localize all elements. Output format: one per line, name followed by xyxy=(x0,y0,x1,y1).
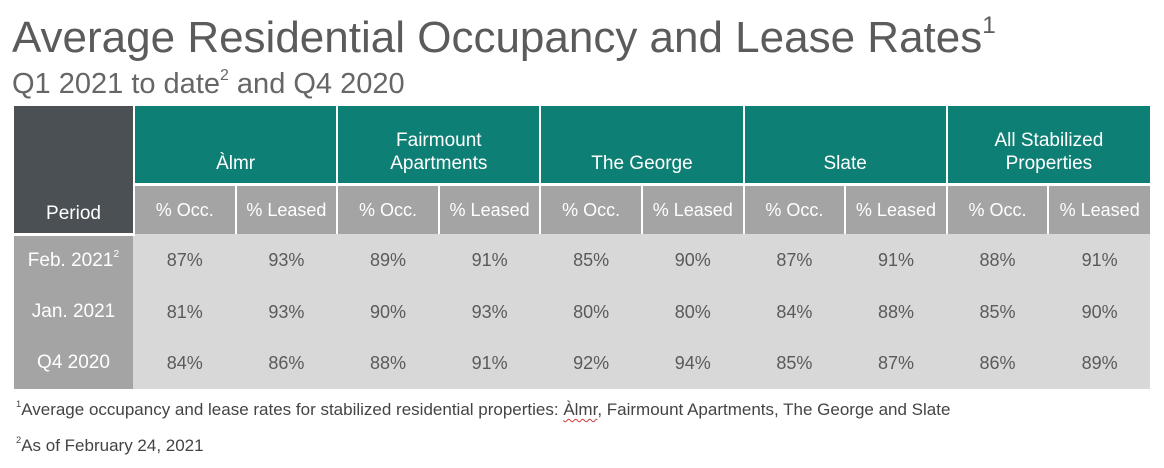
value-cell: 91% xyxy=(1047,234,1150,287)
value-cell: 90% xyxy=(336,286,439,338)
value-cell: 94% xyxy=(640,337,744,389)
property-header-all-stabilized: All Stabilized Properties xyxy=(945,106,1150,185)
all-stabilized-name: All Stabilized Properties xyxy=(994,130,1104,174)
value-cell: 88% xyxy=(336,337,439,389)
footnote-2: 2As of February 24, 2021 xyxy=(16,434,204,456)
value-cell: 88% xyxy=(945,234,1049,287)
property-header-fairmount: Fairmount Apartments xyxy=(336,106,541,185)
value-cell: 89% xyxy=(336,234,439,287)
value-cell: 93% xyxy=(234,234,338,287)
value-cell: 93% xyxy=(437,286,541,338)
value-cell: 86% xyxy=(234,337,338,389)
value-cell: 85% xyxy=(742,337,846,389)
value-cell: 89% xyxy=(1047,337,1150,389)
occ-header: % Occ. xyxy=(945,183,1049,234)
occ-header: % Occ. xyxy=(133,183,236,234)
value-cell: 86% xyxy=(945,337,1049,389)
value-cell: 85% xyxy=(945,286,1049,338)
metric-header-row: % Occ. % Leased % Occ. % Leased % Occ. %… xyxy=(14,183,1150,234)
subtitle-post: and Q4 2020 xyxy=(228,68,405,100)
occupancy-table: Period Àlmr Fairmount Apartments The Geo… xyxy=(14,106,1150,389)
period-cell: Jan. 2021 xyxy=(14,286,134,338)
footnote-1-almr: Àlmr xyxy=(563,400,598,419)
subtitle-footnote-marker: 2 xyxy=(220,66,229,84)
title-footnote-marker: 1 xyxy=(982,11,996,39)
value-cell: 91% xyxy=(844,234,947,287)
period-cell: Q4 2020 xyxy=(14,337,134,389)
value-cell: 80% xyxy=(539,286,642,338)
property-header-slate: Slate xyxy=(742,106,947,185)
property-header-the-george: The George xyxy=(539,106,744,185)
leased-header: % Leased xyxy=(234,183,338,234)
occ-header: % Occ. xyxy=(742,183,846,234)
leased-header: % Leased xyxy=(640,183,744,234)
value-cell: 85% xyxy=(539,234,642,287)
value-cell: 80% xyxy=(640,286,744,338)
value-cell: 87% xyxy=(742,234,846,287)
table-row: Q4 2020 84% 86% 88% 91% 92% 94% 85% 87% … xyxy=(14,337,1150,389)
table-row: Feb. 20212 87% 93% 89% 91% 85% 90% 87% 9… xyxy=(14,234,1150,287)
footnote-1-post: , Fairmount Apartments, The George and S… xyxy=(597,400,951,419)
footnote-2-marker: 2 xyxy=(16,434,22,445)
title-text: Average Residential Occupancy and Lease … xyxy=(12,13,983,62)
period-header: Period xyxy=(14,106,134,236)
occ-header: % Occ. xyxy=(539,183,642,234)
value-cell: 84% xyxy=(133,337,236,389)
period-footnote-marker: 2 xyxy=(113,249,120,261)
leased-header: % Leased xyxy=(844,183,947,234)
value-cell: 88% xyxy=(844,286,947,338)
value-cell: 90% xyxy=(1047,286,1150,338)
period-cell: Feb. 20212 xyxy=(14,234,134,287)
table-row: Jan. 2021 81% 93% 90% 93% 80% 80% 84% 88… xyxy=(14,286,1150,338)
footnote-1-marker: 1 xyxy=(16,398,22,409)
footnote-1-pre: Average occupancy and lease rates for st… xyxy=(21,400,564,419)
value-cell: 87% xyxy=(133,234,236,287)
subtitle-pre: Q1 2021 to date xyxy=(12,68,220,100)
page-subtitle: Q1 2021 to date2 and Q4 2020 xyxy=(12,64,405,104)
value-cell: 87% xyxy=(844,337,947,389)
period-label: Feb. 2021 xyxy=(27,250,114,271)
value-cell: 84% xyxy=(742,286,846,338)
value-cell: 91% xyxy=(437,234,541,287)
property-header-row: Period Àlmr Fairmount Apartments The Geo… xyxy=(14,106,1150,236)
value-cell: 90% xyxy=(640,234,744,287)
occ-header: % Occ. xyxy=(336,183,439,234)
value-cell: 81% xyxy=(133,286,236,338)
page-title: Average Residential Occupancy and Lease … xyxy=(12,10,996,66)
fairmount-name: Fairmount Apartments xyxy=(390,130,488,174)
period-label: Jan. 2021 xyxy=(31,301,116,322)
value-cell: 92% xyxy=(539,337,642,389)
period-label: Q4 2020 xyxy=(37,352,110,373)
leased-header: % Leased xyxy=(1047,183,1150,234)
leased-header: % Leased xyxy=(437,183,541,234)
value-cell: 91% xyxy=(437,337,541,389)
footnote-1: 1Average occupancy and lease rates for s… xyxy=(16,398,951,420)
property-header-almr: Àlmr xyxy=(132,106,338,185)
footnote-2-text: As of February 24, 2021 xyxy=(21,436,204,455)
value-cell: 93% xyxy=(234,286,338,338)
